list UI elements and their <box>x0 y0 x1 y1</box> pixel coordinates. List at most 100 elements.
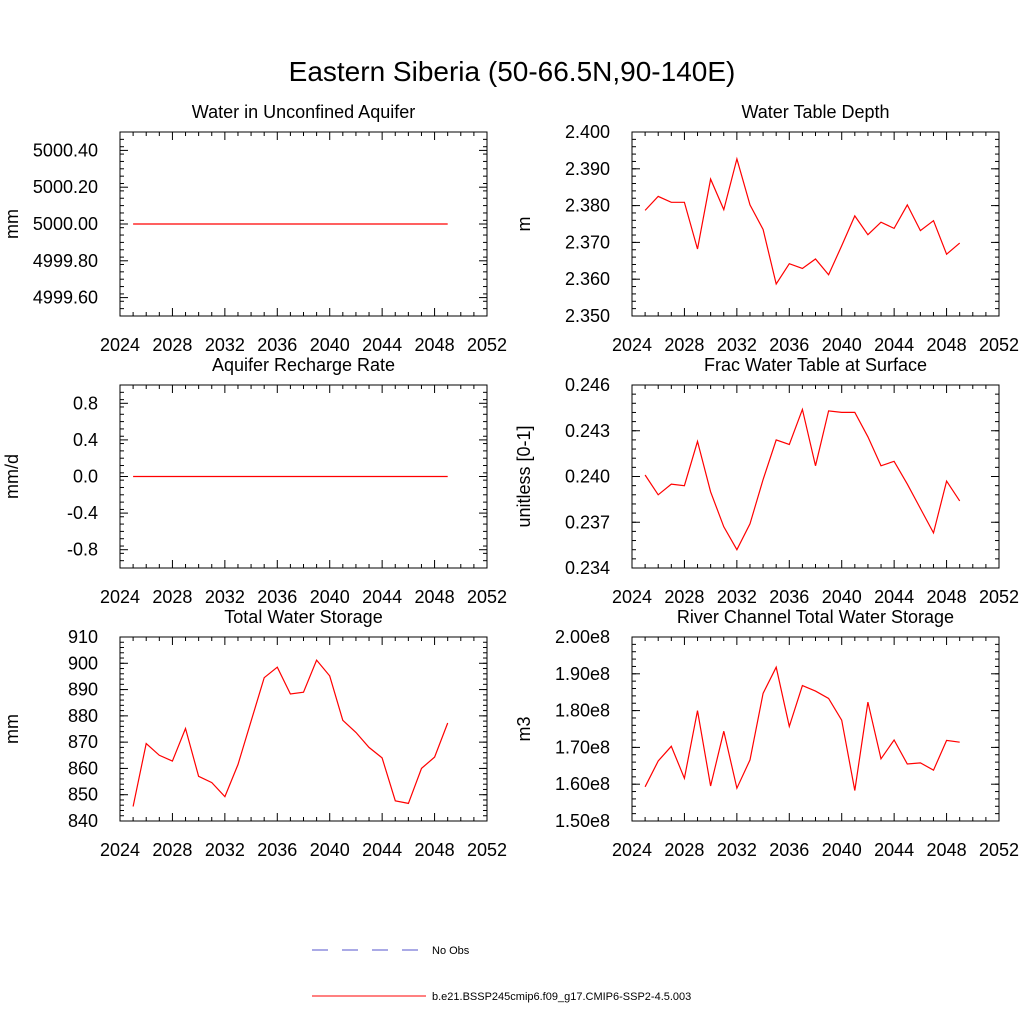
river-channel-storage-title: River Channel Total Water Storage <box>677 607 954 627</box>
recharge-rate-title: Aquifer Recharge Rate <box>212 355 395 375</box>
water-table-depth-x-tick-label: 2052 <box>979 335 1019 355</box>
total-water-storage-y-tick-label: 850 <box>68 785 98 805</box>
frac-water-table-x-tick-label: 2036 <box>769 587 809 607</box>
frac-water-table-y-tick-label: 0.246 <box>565 375 610 395</box>
river-channel-storage-y-tick-label: 1.50e8 <box>555 811 610 831</box>
legend-run-label: b.e21.BSSP245cmip6.f09_g17.CMIP6-SSP2-4.… <box>432 991 691 1003</box>
water-table-depth-y-tick-label: 2.360 <box>565 269 610 289</box>
total-water-storage-plot-frame <box>119 636 488 822</box>
aquifer-water-y-axis-label: mm <box>2 209 22 239</box>
recharge-rate-y-tick-label: 0.0 <box>73 467 98 487</box>
river-channel-storage-x-tick-label: 2044 <box>874 840 914 860</box>
river-channel-storage-y-tick-label: 1.60e8 <box>555 774 610 794</box>
recharge-rate-x-tick-label: 2048 <box>415 587 455 607</box>
aquifer-water-x-tick-label: 2040 <box>310 335 350 355</box>
water-table-depth-y-tick-label: 2.380 <box>565 196 610 216</box>
frac-water-table-series-line <box>644 407 961 551</box>
total-water-storage-y-tick-label: 880 <box>68 706 98 726</box>
frac-water-table-x-tick-label: 2048 <box>927 587 967 607</box>
total-water-storage-y-axis-label: mm <box>2 714 22 744</box>
frac-water-table-x-tick-label: 2028 <box>664 587 704 607</box>
river-channel-storage-y-tick-label: 1.70e8 <box>555 737 610 757</box>
water-table-depth-y-axis-label: m <box>514 217 534 232</box>
water-table-depth-y-tick-label: 2.370 <box>565 232 610 252</box>
frac-water-table-x-tick-label: 2024 <box>612 587 652 607</box>
river-channel-storage-y-tick-label: 1.90e8 <box>555 664 610 684</box>
water-table-depth-x-tick-label: 2024 <box>612 335 652 355</box>
total-water-storage-y-tick-label: 840 <box>68 811 98 831</box>
recharge-rate-x-tick-label: 2036 <box>257 587 297 607</box>
aquifer-water-y-tick-label: 5000.40 <box>33 140 98 160</box>
total-water-storage-x-tick-label: 2040 <box>310 840 350 860</box>
water-table-depth-x-tick-label: 2044 <box>874 335 914 355</box>
recharge-rate-x-tick-label: 2024 <box>100 587 140 607</box>
water-table-depth-y-tick-label: 2.350 <box>565 306 610 326</box>
river-channel-storage-y-axis-label: m3 <box>514 716 534 741</box>
total-water-storage-y-tick-label: 890 <box>68 680 98 700</box>
river-channel-storage-x-tick-label: 2052 <box>979 840 1019 860</box>
total-water-storage-y-tick-label: 900 <box>68 653 98 673</box>
frac-water-table-y-tick-label: 0.237 <box>565 512 610 532</box>
total-water-storage-x-tick-label: 2052 <box>467 840 507 860</box>
frac-water-table-y-tick-label: 0.243 <box>565 421 610 441</box>
figure-title: Eastern Siberia (50-66.5N,90-140E) <box>288 56 736 87</box>
frac-water-table-y-tick-label: 0.240 <box>565 467 610 487</box>
total-water-storage-y-tick-label: 870 <box>68 732 98 752</box>
water-table-depth-title: Water Table Depth <box>741 102 889 122</box>
water-table-depth-x-tick-label: 2040 <box>822 335 862 355</box>
river-channel-storage-y-tick-label: 2.00e8 <box>555 627 610 647</box>
frac-water-table-x-tick-label: 2032 <box>717 587 757 607</box>
total-water-storage-series-line <box>132 658 449 807</box>
recharge-rate-x-tick-label: 2028 <box>152 587 192 607</box>
river-channel-storage-x-tick-label: 2032 <box>717 840 757 860</box>
water-table-depth-x-tick-label: 2028 <box>664 335 704 355</box>
river-channel-storage-x-tick-label: 2028 <box>664 840 704 860</box>
recharge-rate-y-tick-label: -0.8 <box>67 540 98 560</box>
total-water-storage-x-tick-label: 2024 <box>100 840 140 860</box>
total-water-storage-title: Total Water Storage <box>224 607 382 627</box>
aquifer-water-x-tick-label: 2048 <box>415 335 455 355</box>
total-water-storage-x-tick-label: 2032 <box>205 840 245 860</box>
recharge-rate-x-tick-label: 2044 <box>362 587 402 607</box>
aquifer-water-y-tick-label: 5000.20 <box>33 177 98 197</box>
total-water-storage-x-tick-label: 2044 <box>362 840 402 860</box>
frac-water-table-title: Frac Water Table at Surface <box>704 355 927 375</box>
recharge-rate-x-tick-label: 2040 <box>310 587 350 607</box>
river-channel-storage-plot-frame <box>631 636 1000 822</box>
aquifer-water-x-tick-label: 2032 <box>205 335 245 355</box>
recharge-rate-y-axis-label: mm/d <box>2 454 22 499</box>
aquifer-water-x-tick-label: 2036 <box>257 335 297 355</box>
recharge-rate-y-tick-label: -0.4 <box>67 503 98 523</box>
river-channel-storage-series-line <box>644 665 960 791</box>
water-table-depth-x-tick-label: 2048 <box>927 335 967 355</box>
water-table-depth-plot-frame <box>631 131 1000 317</box>
water-table-depth-x-tick-label: 2032 <box>717 335 757 355</box>
aquifer-water-y-tick-label: 4999.80 <box>33 251 98 271</box>
frac-water-table-y-tick-label: 0.234 <box>565 558 610 578</box>
legend-no-obs-label: No Obs <box>432 945 470 957</box>
recharge-rate-y-tick-label: 0.4 <box>73 430 98 450</box>
river-channel-storage-x-tick-label: 2024 <box>612 840 652 860</box>
total-water-storage-x-tick-label: 2028 <box>152 840 192 860</box>
river-channel-storage-y-tick-label: 1.80e8 <box>555 701 610 721</box>
total-water-storage-y-tick-label: 910 <box>68 627 98 647</box>
water-table-depth-x-tick-label: 2036 <box>769 335 809 355</box>
water-table-depth-y-tick-label: 2.390 <box>565 159 610 179</box>
water-table-depth-series-line <box>644 156 961 286</box>
aquifer-water-x-tick-label: 2024 <box>100 335 140 355</box>
aquifer-water-y-tick-label: 4999.60 <box>33 288 98 308</box>
total-water-storage-x-tick-label: 2036 <box>257 840 297 860</box>
total-water-storage-y-tick-label: 860 <box>68 758 98 778</box>
water-table-depth-y-tick-label: 2.400 <box>565 122 610 142</box>
aquifer-water-title: Water in Unconfined Aquifer <box>192 102 415 122</box>
aquifer-water-x-tick-label: 2028 <box>152 335 192 355</box>
aquifer-water-y-tick-label: 5000.00 <box>33 214 98 234</box>
recharge-rate-x-tick-label: 2052 <box>467 587 507 607</box>
recharge-rate-y-tick-label: 0.8 <box>73 393 98 413</box>
aquifer-water-x-tick-label: 2052 <box>467 335 507 355</box>
frac-water-table-x-tick-label: 2052 <box>979 587 1019 607</box>
recharge-rate-x-tick-label: 2032 <box>205 587 245 607</box>
frac-water-table-x-tick-label: 2044 <box>874 587 914 607</box>
river-channel-storage-x-tick-label: 2040 <box>822 840 862 860</box>
